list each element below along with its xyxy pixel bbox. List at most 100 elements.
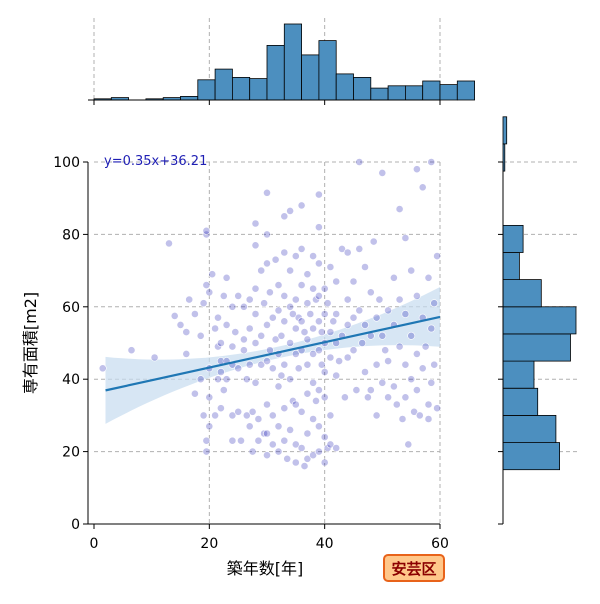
scatter-point <box>309 324 317 333</box>
scatter-point <box>219 386 228 394</box>
scatter-point <box>355 158 364 166</box>
axes: 0 20 40 60 0 20 40 60 80 100 <box>53 155 449 552</box>
scatter-point <box>384 357 392 365</box>
regression-ci-band <box>105 287 440 424</box>
y-tick-label: 20 <box>62 445 80 461</box>
scatter-point <box>410 407 418 416</box>
scatter-point <box>294 364 303 373</box>
right-hist-bar <box>502 360 535 389</box>
scatter-point <box>263 357 271 365</box>
scatter-point <box>202 281 211 289</box>
scatter-point <box>372 411 381 420</box>
scatter-point <box>268 364 277 373</box>
scatter-point <box>303 299 312 308</box>
scatter-point <box>320 393 329 402</box>
right-hist-bar <box>502 116 508 145</box>
scatter-point <box>309 252 317 260</box>
scatter-point <box>303 429 312 438</box>
ci-band-area <box>105 287 440 424</box>
scatter-point <box>363 393 372 402</box>
scatter-point <box>280 291 289 300</box>
scatter-point <box>358 339 367 347</box>
y-axis-title: 専有面積[m2] <box>21 292 40 394</box>
scatter-point <box>237 436 245 445</box>
scatter-point <box>395 295 404 304</box>
scatter-point <box>211 324 219 333</box>
scatter-point <box>268 313 277 322</box>
scatter-point <box>228 436 237 445</box>
scatter-point <box>190 389 199 398</box>
y-tick-label: 40 <box>62 372 80 388</box>
scatter-point <box>314 346 323 355</box>
scatter-point <box>430 299 439 308</box>
scatter-point <box>265 288 274 297</box>
scatter-point <box>254 415 263 423</box>
scatter-point <box>286 425 294 434</box>
scatter-point <box>340 393 349 402</box>
scatter-point <box>398 415 407 423</box>
scatter-point <box>378 168 387 177</box>
scatter-point <box>389 273 398 282</box>
scatter-point <box>277 331 286 340</box>
regression-line <box>105 315 441 392</box>
scatter-point <box>176 320 185 329</box>
scatter-point <box>392 400 401 409</box>
scatter-point <box>291 458 300 467</box>
scatter-point <box>228 411 237 420</box>
y-tick-label: 0 <box>71 517 80 533</box>
scatter-point <box>274 306 283 315</box>
scatter-point <box>338 244 346 253</box>
scatter-point <box>320 310 329 318</box>
scatter-point <box>404 440 413 449</box>
scatter-point <box>309 415 317 423</box>
scatter-point <box>263 429 271 438</box>
scatter-point <box>372 313 381 322</box>
scatter-point <box>415 411 424 420</box>
scatter-point <box>231 328 240 336</box>
scatter-point <box>309 284 317 293</box>
scatter-point <box>222 273 231 282</box>
scatter-point <box>314 291 323 300</box>
scatter-point <box>260 429 268 438</box>
scatter-point <box>352 386 361 394</box>
scatter-point <box>196 331 205 340</box>
scatter-point <box>395 342 404 351</box>
scatter-point <box>274 281 283 289</box>
scatter-point <box>401 310 410 318</box>
scatter-point <box>297 201 306 210</box>
region-badge-label: 安芸区 <box>391 560 436 578</box>
scatter-point <box>320 368 329 376</box>
scatter-point <box>291 324 300 333</box>
scatter-point <box>190 310 199 318</box>
scatter-point <box>297 444 306 452</box>
scatter-point <box>329 317 338 326</box>
scatter-point <box>205 288 214 297</box>
top-hist-bar <box>249 78 268 101</box>
scatter-point <box>343 353 352 362</box>
scatter-point <box>320 458 329 467</box>
scatter-point <box>332 310 341 318</box>
scatter-point <box>208 270 217 279</box>
scatter-point <box>228 302 237 311</box>
scatter-point <box>228 342 237 351</box>
scatter-point <box>291 252 300 260</box>
scatter-point <box>314 223 323 232</box>
scatter-point <box>314 422 323 431</box>
scatter-point <box>332 371 341 380</box>
scatter-point <box>369 237 378 246</box>
scatter-point <box>245 324 254 333</box>
scatter-point <box>361 368 369 376</box>
scatter-point <box>317 328 326 336</box>
scatter-point <box>427 324 436 333</box>
scatter-point <box>297 407 306 416</box>
scatter-point <box>268 440 277 449</box>
scatter-point <box>384 393 392 402</box>
scatter-point <box>222 375 231 384</box>
scatter-point <box>355 244 364 253</box>
x-tick-label: 20 <box>200 536 218 552</box>
x-tick-label: 60 <box>431 536 449 552</box>
scatter-point <box>245 360 254 369</box>
scatter-point <box>199 299 208 308</box>
scatter-point <box>216 404 225 413</box>
